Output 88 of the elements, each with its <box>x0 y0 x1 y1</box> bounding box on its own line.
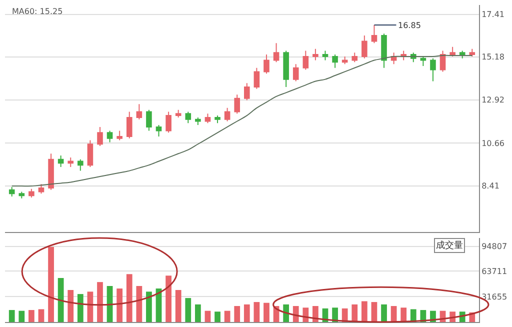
candlestick <box>352 52 358 63</box>
candlestick <box>126 111 132 139</box>
bar <box>381 304 387 322</box>
candlestick <box>450 46 456 57</box>
candlestick <box>264 54 270 74</box>
candlestick <box>420 56 426 66</box>
candlestick <box>469 48 476 57</box>
bar <box>146 292 152 322</box>
candlestick <box>234 94 240 114</box>
bar <box>283 304 290 322</box>
candlestick <box>332 54 338 68</box>
candlestick <box>224 107 230 122</box>
y-tick-label: 10.66 <box>482 138 505 148</box>
candlestick <box>283 50 289 88</box>
bar <box>361 301 368 322</box>
candlestick <box>68 156 74 168</box>
candlestick <box>371 24 378 44</box>
bar <box>244 304 250 322</box>
candlestick <box>18 191 25 199</box>
bar <box>400 308 407 322</box>
candlestick <box>185 111 192 124</box>
candlestick <box>38 184 44 194</box>
bar <box>166 276 172 322</box>
y-tick-label: 63711 <box>482 266 508 276</box>
bar <box>214 312 220 322</box>
bar <box>97 282 103 322</box>
candlestick <box>78 158 84 172</box>
candlestick <box>430 58 436 82</box>
bar <box>204 310 211 322</box>
bar <box>18 310 25 322</box>
bar <box>264 302 270 322</box>
candlestick <box>8 186 15 198</box>
candlestick <box>195 116 201 126</box>
candlestick <box>175 109 182 118</box>
candlestick <box>292 64 299 82</box>
chart-title: 成交量 <box>436 240 463 251</box>
bar <box>77 294 84 322</box>
candlestick <box>106 130 113 143</box>
bar <box>234 306 240 322</box>
candlestick <box>136 104 142 120</box>
y-tick-label: 31655 <box>482 292 508 302</box>
candlestick <box>254 67 260 90</box>
candlestick <box>146 109 152 132</box>
bar <box>116 288 123 322</box>
bar <box>292 306 299 322</box>
bar <box>312 306 318 322</box>
candlestick <box>28 188 34 198</box>
candlestick <box>156 124 162 137</box>
candlestick <box>273 42 280 63</box>
bar <box>48 246 54 322</box>
candlestick <box>302 50 309 70</box>
bar <box>58 278 64 322</box>
candlestick <box>116 130 122 141</box>
bar <box>106 286 113 322</box>
annotation: 16.85 <box>398 21 421 30</box>
y-tick-label: 8.41 <box>482 182 500 191</box>
line-series <box>11 54 473 187</box>
bar <box>68 290 74 322</box>
candlestick <box>166 111 172 134</box>
bar <box>254 302 260 322</box>
bar <box>126 274 132 322</box>
candlestick <box>312 48 318 61</box>
candlestick <box>459 50 466 59</box>
candlestick <box>87 140 94 168</box>
bar <box>175 290 182 322</box>
bar <box>185 298 192 322</box>
candlestick <box>97 126 103 147</box>
bar <box>8 310 15 322</box>
candlestick <box>362 34 368 59</box>
candlestick <box>58 155 64 168</box>
candlestick <box>204 113 211 124</box>
candlestick <box>440 50 446 72</box>
candlestick <box>322 50 328 61</box>
y-tick-label: 94807 <box>482 242 508 252</box>
bar <box>224 310 230 322</box>
bar <box>352 304 358 322</box>
annotation: MA60: 15.25 <box>12 7 63 16</box>
y-tick-label: 15.18 <box>482 52 505 62</box>
candlestick <box>48 153 54 190</box>
bar <box>28 310 34 322</box>
y-tick-label: 17.41 <box>482 10 505 20</box>
bar <box>38 309 44 322</box>
bar <box>136 286 142 322</box>
candlestick <box>381 33 387 68</box>
candlestick <box>244 82 250 101</box>
bar <box>194 304 201 322</box>
candlestick <box>214 115 220 124</box>
y-tick-label: 12.92 <box>482 96 505 105</box>
